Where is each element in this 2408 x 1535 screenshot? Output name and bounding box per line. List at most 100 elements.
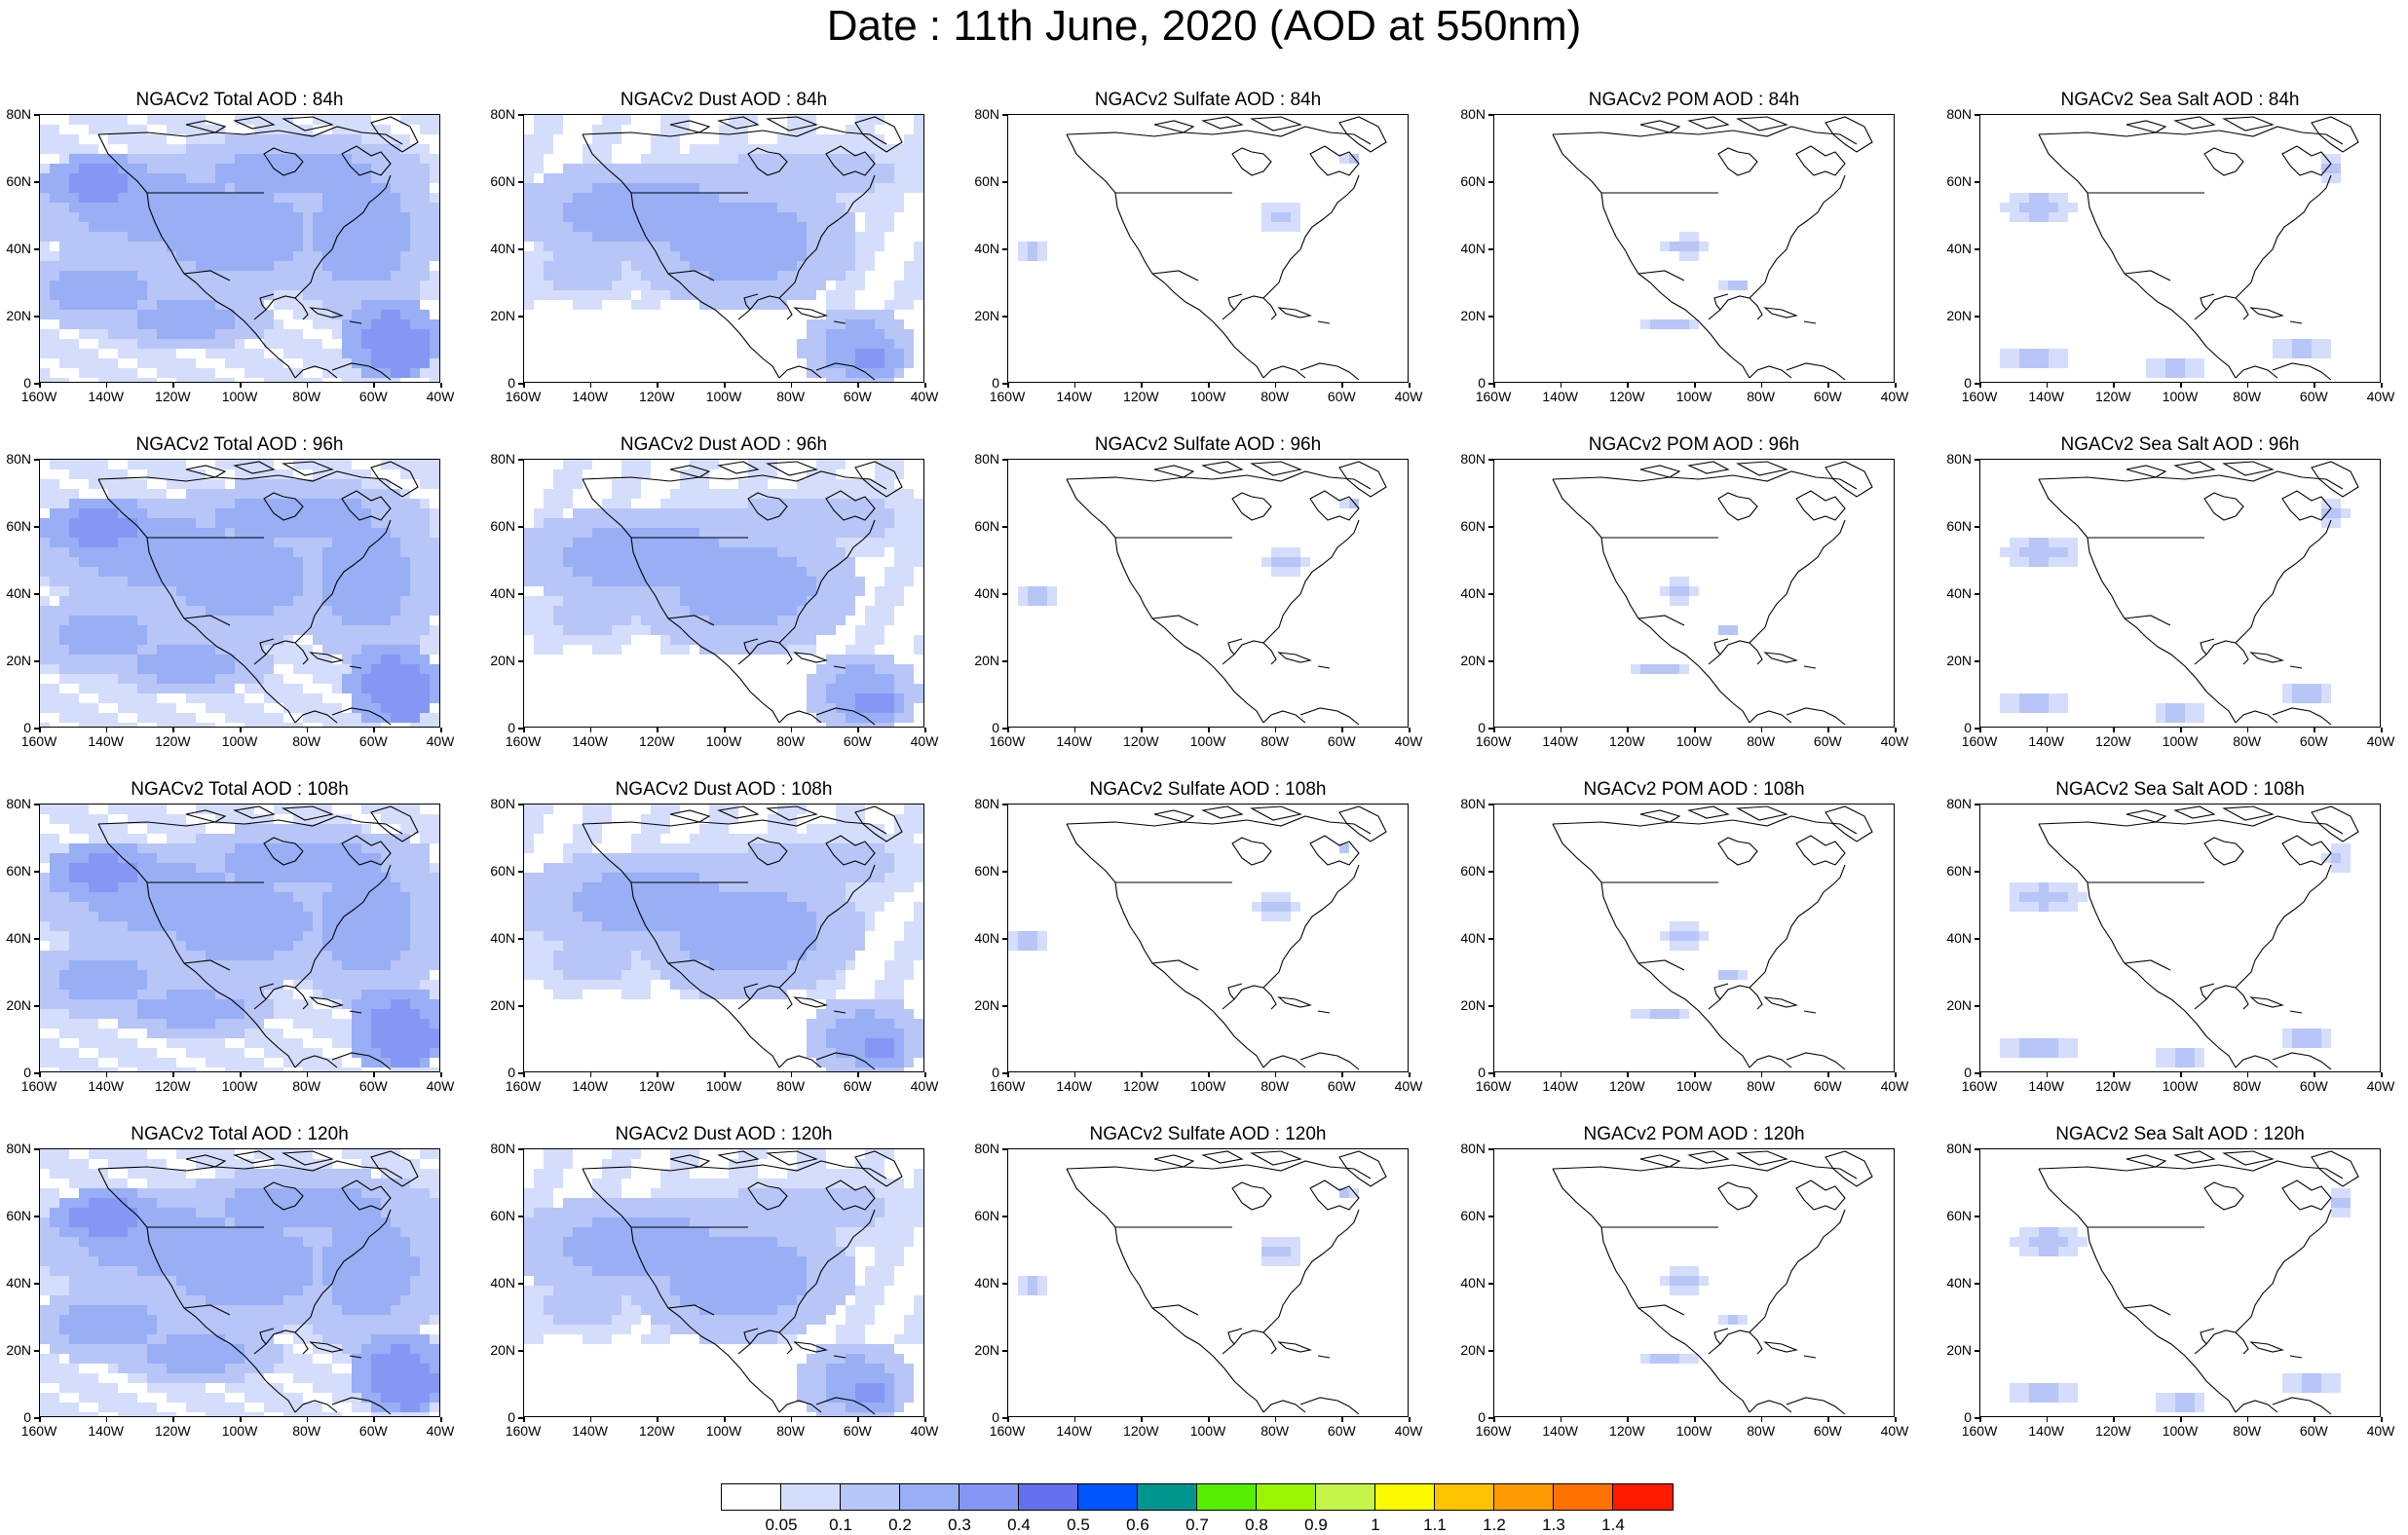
- aod-cell: [420, 242, 430, 251]
- lat-tick-label: 40N: [484, 242, 515, 255]
- aod-cell: [612, 281, 621, 290]
- aod-cell: [410, 528, 420, 538]
- aod-cell: [167, 469, 176, 479]
- aod-cell: [274, 193, 283, 203]
- aod-cell: [641, 596, 651, 606]
- aod-cell: [167, 518, 176, 528]
- aod-cell: [98, 960, 108, 970]
- aod-cell: [361, 863, 371, 873]
- aod-cell: [1018, 586, 1028, 596]
- aod-cell: [641, 154, 651, 164]
- aod-cell: [660, 538, 670, 547]
- aod-cell: [621, 479, 631, 489]
- aod-cell: [274, 873, 283, 882]
- aod-cell: [245, 863, 254, 873]
- aod-cell: [865, 242, 875, 251]
- aod-cell: [400, 567, 410, 577]
- aod-cell: [59, 577, 69, 586]
- aod-cell: [420, 596, 430, 606]
- coastline: [1252, 462, 1300, 475]
- aod-cell: [381, 684, 391, 693]
- aod-cell: [1670, 596, 1679, 606]
- aod-cell: [420, 853, 430, 863]
- aod-cell: [846, 310, 855, 319]
- coastline: [1796, 491, 1845, 520]
- aod-cell: [2292, 339, 2302, 349]
- aod-cell: [235, 242, 245, 251]
- aod-cell: [923, 144, 924, 154]
- aod-cell: [904, 567, 914, 577]
- aod-cell: [400, 290, 410, 300]
- aod-cell: [186, 834, 196, 843]
- aod-cell: [167, 567, 176, 577]
- aod-cell: [196, 499, 206, 508]
- aod-cell: [322, 902, 332, 912]
- aod-cell: [816, 144, 826, 154]
- aod-cell: [439, 834, 440, 843]
- aod-cell: [631, 586, 641, 596]
- aod-cell: [660, 635, 670, 645]
- aod-cell: [79, 606, 89, 616]
- aod-cell: [729, 547, 738, 557]
- aod-cell: [176, 941, 186, 951]
- aod-cell: [641, 300, 651, 310]
- aod-cell: [98, 674, 108, 684]
- aod-cell: [245, 183, 254, 193]
- aod-cell: [816, 271, 826, 281]
- aod-cell: [186, 183, 196, 193]
- aod-cell: [128, 853, 137, 863]
- aod-cell: [391, 684, 400, 693]
- aod-cell: [196, 183, 206, 193]
- aod-cell: [332, 193, 342, 203]
- aod-cell: [157, 173, 167, 183]
- aod-cell: [225, 912, 235, 921]
- aod-cell: [719, 203, 729, 212]
- aod-cell: [855, 261, 865, 271]
- aod-cell: [40, 557, 50, 567]
- aod-cell: [602, 616, 612, 625]
- aod-cell: [573, 164, 583, 173]
- aod-cell: [797, 508, 807, 518]
- aod-cell: [709, 261, 719, 271]
- aod-cell: [670, 489, 680, 499]
- aod-cell: [430, 242, 439, 251]
- aod-cell: [303, 960, 313, 970]
- lat-tick-mark: [1975, 316, 1979, 318]
- aod-cell: [69, 951, 79, 960]
- aod-cell: [524, 261, 534, 271]
- aod-cell: [40, 693, 50, 703]
- aod-cell: [215, 674, 225, 684]
- aod-cell: [293, 567, 303, 577]
- aod-cell: [361, 271, 371, 281]
- aod-cell: [826, 460, 836, 469]
- aod-cell: [283, 596, 293, 606]
- aod-cell: [768, 300, 777, 310]
- aod-cell: [875, 606, 884, 616]
- aod-cell: [680, 261, 690, 271]
- aod-cell: [283, 300, 293, 310]
- aod-cell: [729, 518, 738, 528]
- aod-cell: [2019, 203, 2029, 212]
- aod-cell: [322, 912, 332, 921]
- aod-cell: [690, 489, 699, 499]
- aod-cell: [807, 586, 816, 596]
- aod-cell: [342, 863, 352, 873]
- aod-cell: [670, 193, 680, 203]
- aod-cell: [128, 567, 137, 577]
- aod-cell: [186, 300, 196, 310]
- aod-cell: [254, 567, 264, 577]
- aod-cell: [225, 664, 235, 674]
- aod-cell: [807, 684, 816, 693]
- aod-cell: [2195, 368, 2204, 378]
- aod-cell: [592, 567, 602, 577]
- aod-cell: [410, 183, 420, 193]
- aod-cell: [186, 310, 196, 319]
- aod-cell: [699, 222, 709, 232]
- aod-cell: [147, 863, 157, 873]
- aod-cell: [332, 115, 342, 125]
- aod-cell: [420, 616, 430, 625]
- aod-cell: [254, 863, 264, 873]
- aod-cell: [293, 203, 303, 212]
- aod-cell: [758, 232, 768, 242]
- aod-cell: [293, 173, 303, 183]
